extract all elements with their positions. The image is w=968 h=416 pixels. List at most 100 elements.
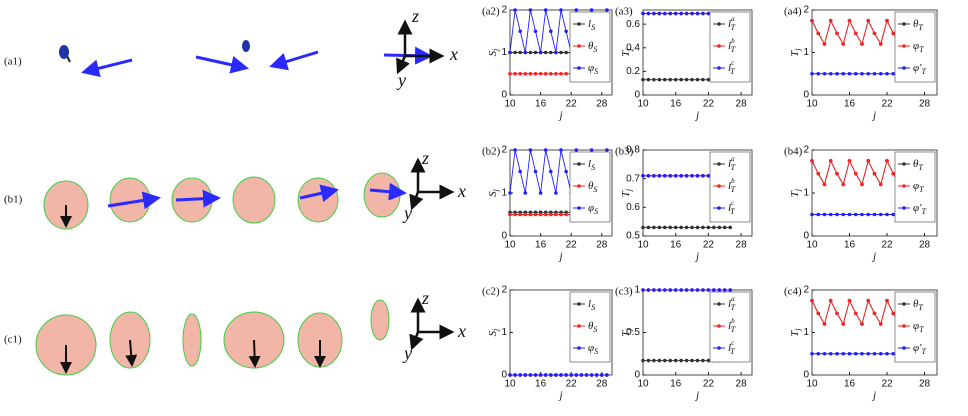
data-point: [722, 225, 727, 230]
y-axis-label-main: T: [620, 190, 632, 197]
data-point: [701, 288, 705, 292]
y-tick-label: 0.7: [626, 173, 640, 184]
x-tick-label: 10: [504, 99, 516, 110]
series-line: [811, 19, 907, 46]
legend-box: [894, 11, 936, 83]
axis-x: x: [457, 181, 466, 201]
data-point: [579, 373, 584, 377]
legend-sup: a: [731, 15, 735, 23]
y-tick-label: 1: [803, 47, 809, 58]
legend-sub: S: [593, 325, 597, 334]
panel-label: (a3): [615, 6, 633, 18]
y-tick-label: 2: [501, 5, 507, 16]
legend-marker: [902, 162, 906, 166]
data-point: [513, 148, 517, 152]
legend-label: φT: [913, 320, 924, 334]
data-point: [528, 50, 533, 55]
data-point: [891, 71, 896, 76]
plot-frame: [642, 149, 753, 237]
data-point: [652, 77, 656, 82]
legend-sub: T: [921, 207, 926, 216]
x-tick-label: 16: [844, 240, 856, 251]
data-point: [668, 288, 673, 292]
data-point: [549, 71, 553, 76]
y-tick-label: 0: [803, 370, 809, 381]
legend-name: φ: [588, 342, 594, 354]
data-point: [554, 71, 558, 76]
legend-name: θ: [913, 158, 919, 170]
data-point: [569, 373, 573, 377]
panel-label: (c3): [615, 286, 633, 298]
data-point: [878, 71, 883, 76]
panel-label: (c1): [4, 334, 22, 346]
y-tick-label: 0.6: [626, 202, 640, 213]
legend-label: θS: [588, 320, 597, 334]
data-point: [554, 373, 558, 377]
sketch-a: [59, 40, 433, 78]
data-point: [652, 358, 656, 363]
y-axis-label-main: T: [789, 50, 801, 57]
legend-name: φ': [913, 62, 922, 74]
data-point: [549, 212, 553, 217]
y-tick-label: 0: [501, 231, 507, 242]
data-point: [679, 77, 683, 82]
data-point: [706, 174, 711, 178]
data-point: [513, 373, 517, 377]
legend-name: θ: [588, 40, 594, 52]
legend-sub: T: [730, 347, 735, 356]
data-point: [860, 71, 864, 76]
data-point: [828, 18, 833, 23]
axis-y: y: [402, 203, 412, 223]
data-point: [523, 373, 528, 377]
data-point: [810, 71, 814, 76]
legend-marker: [902, 44, 906, 48]
legend-name: l: [588, 298, 591, 310]
data-point: [706, 225, 711, 230]
legend-marker: [577, 346, 581, 350]
data-point: [828, 298, 833, 303]
data-point: [668, 358, 673, 363]
legend-marker: [717, 206, 721, 210]
legend-name: θ: [588, 180, 594, 192]
data-point: [847, 298, 852, 303]
axis-x: x: [457, 321, 466, 341]
x-tick-label: 10: [504, 240, 516, 251]
legend-name: θ: [913, 18, 919, 30]
legend-sub: T: [731, 303, 736, 312]
data-point: [657, 288, 662, 292]
data-point: [853, 71, 858, 76]
data-point: [646, 288, 651, 292]
data-point: [543, 71, 548, 76]
y-tick-label: 0.8: [626, 145, 640, 156]
data-point: [549, 373, 553, 377]
x-tick-label: 10: [637, 99, 649, 110]
legend-label: θS: [588, 40, 597, 54]
legend-sub: S: [594, 67, 598, 76]
data-point: [695, 288, 700, 292]
legend-marker: [902, 206, 906, 210]
x-tick-label: 16: [844, 99, 856, 110]
data-point: [847, 212, 852, 217]
data-point: [523, 50, 528, 55]
x-tick-label: 28: [596, 379, 608, 390]
data-point: [564, 71, 568, 76]
data-point: [684, 288, 689, 292]
x-tick-label: 10: [806, 379, 818, 390]
data-point: [816, 171, 821, 176]
data-point: [728, 225, 732, 230]
data-point: [872, 311, 877, 316]
legend-label: φS: [588, 62, 598, 76]
data-point: [549, 50, 553, 55]
data-point: [679, 174, 683, 178]
x-tick-label: 16: [670, 379, 682, 390]
legend-marker: [717, 184, 721, 188]
data-point: [828, 351, 833, 356]
legend-marker: [717, 162, 721, 166]
data-point: [657, 11, 662, 16]
x-axis-label: j: [694, 251, 699, 263]
legend-name: φ': [913, 342, 922, 354]
data-point: [508, 71, 512, 76]
legend-name: θ: [913, 298, 919, 310]
y-axis-label-sub: j: [491, 188, 500, 192]
